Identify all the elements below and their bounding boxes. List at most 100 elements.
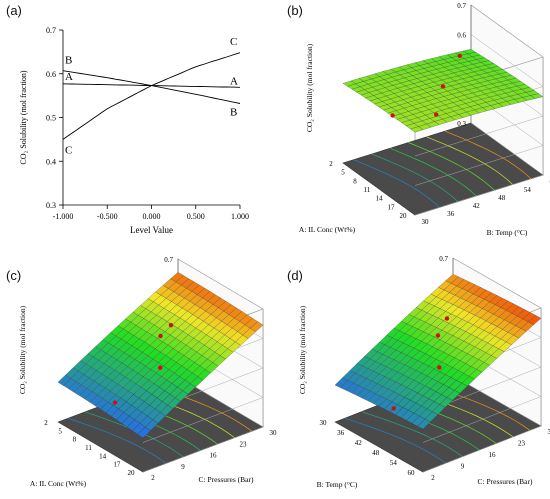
- y-tick-label: 0.5: [46, 114, 56, 123]
- x-axis-title: Level Value: [130, 225, 173, 235]
- response-surface: [334, 274, 542, 430]
- x-axis-title: A: IL Conc (Wt%): [299, 225, 356, 234]
- surface-plot-d: 0.30.40.50.60.730364248546029162330B: Te…: [298, 255, 550, 489]
- y-axis-title: C: Pressures (Bar): [478, 477, 533, 486]
- y-tick-label: 30: [270, 429, 278, 437]
- y-tick-label: 9: [461, 463, 465, 471]
- x-tick-label: 1.000: [231, 212, 249, 221]
- design-point: [440, 84, 446, 89]
- design-point: [158, 365, 163, 370]
- z-tick-label: 0.7: [164, 256, 173, 264]
- design-point: [391, 406, 396, 411]
- y-tick-label: 42: [473, 202, 481, 210]
- design-point: [434, 112, 439, 117]
- x-tick-label: 17: [388, 203, 396, 211]
- y-tick-label: 30: [422, 218, 430, 226]
- x-tick-label: 17: [113, 461, 121, 469]
- floor-contour-line: [444, 130, 532, 179]
- surface-plot-b: 0.30.40.50.60.725811141720303642485460A:…: [299, 2, 550, 237]
- design-point: [457, 53, 462, 59]
- z-tick-label: 0.3: [457, 120, 466, 128]
- x-tick-label: -1.000: [53, 212, 74, 221]
- floor-contour-line: [344, 417, 446, 464]
- z-tick-label: 0.6: [457, 32, 466, 40]
- design-point: [444, 316, 450, 321]
- x-tick-label: 48: [372, 449, 380, 457]
- surface-cell: [57, 374, 72, 386]
- y-tick-label: 0.6: [46, 70, 56, 79]
- y-tick-label: 0.4: [46, 157, 56, 166]
- y-tick-label: 16: [489, 451, 497, 459]
- y-tick-label: 2: [431, 474, 435, 482]
- y-tick-label: 23: [240, 440, 248, 448]
- floor-contour-line: [353, 159, 440, 208]
- floor-contour-line: [390, 147, 477, 197]
- x-tick-label: 20: [128, 469, 136, 477]
- surface-cell: [342, 80, 356, 87]
- y-tick-label: 23: [518, 440, 526, 448]
- design-point: [437, 365, 442, 370]
- line-plot-a: 0.3 0.4 0.5 0.6 0.7 -1.000 -0.500 0.000 0.500 1.0…: [19, 26, 249, 235]
- z-axis-title: CO₂ Solubility (mol fraction): [18, 305, 27, 394]
- z-tick-label: 0.7: [439, 255, 448, 263]
- y-axis-title: C: Pressures (Bar): [199, 475, 254, 484]
- panel-label-a: (a): [6, 3, 22, 18]
- panel-d-surface: (d) 0.30.40.50.60.730364248546029162330B…: [275, 250, 550, 499]
- response-surface: [342, 49, 544, 133]
- x-tick-label: 14: [99, 452, 107, 460]
- response-surface: [57, 272, 264, 439]
- design-point: [112, 400, 118, 405]
- x-axis-title: B: Temp (°C): [317, 480, 358, 489]
- x-tick-label: 8: [353, 177, 357, 185]
- panel-label-c: (c): [6, 268, 22, 283]
- x-tick-label: -0.500: [97, 212, 118, 221]
- x-tick-label: 14: [376, 195, 384, 203]
- z-grid-line: [414, 122, 544, 216]
- z-axis-title: CO₂ Solubility (mol fraction): [298, 305, 307, 394]
- panel-c-surface: (c) 0.30.40.50.60.72581114172029162330A:…: [0, 250, 278, 499]
- x-tick-label: 30: [320, 419, 328, 427]
- y-tick-label: 36: [447, 210, 455, 218]
- design-point: [168, 323, 174, 328]
- floor-contour-line: [426, 136, 513, 185]
- z-tick-label: 0.7: [457, 2, 466, 10]
- series-label-start: A: [65, 71, 73, 83]
- z-grid-line: [142, 376, 264, 473]
- x-tick-label: 36: [337, 429, 345, 437]
- x-tick-label: 0.500: [187, 212, 205, 221]
- y-tick-label: 30: [548, 428, 550, 436]
- floor-contour-line: [67, 417, 167, 464]
- series-label-start: C: [65, 144, 72, 156]
- x-tick-label: 20: [400, 212, 408, 220]
- design-point: [435, 333, 441, 338]
- series-label-start: B: [65, 55, 72, 67]
- y-tick-label: 16: [210, 452, 218, 460]
- x-tick-label: 5: [58, 427, 62, 435]
- y-tick-label: 0.7: [46, 26, 56, 35]
- floor-contour-line: [408, 142, 495, 191]
- x-tick-label: 11: [85, 444, 92, 452]
- x-tick-label: 54: [390, 459, 398, 467]
- series-label-end: C: [230, 36, 237, 48]
- surface-cell: [334, 377, 349, 388]
- panel-label-d: (d): [287, 268, 303, 283]
- x-tick-label: 0.000: [143, 212, 161, 221]
- y-tick-label: 48: [498, 194, 506, 202]
- y-tick-label: 0.3: [46, 201, 56, 210]
- panel-b-surface: (b) 0.30.40.50.60.7258111417203036424854…: [275, 0, 550, 250]
- z-grid-line: [414, 93, 544, 186]
- x-tick-label: 42: [355, 439, 363, 447]
- x-tick-label: 8: [73, 436, 77, 444]
- y-axis-title: B: Temp (°C): [487, 228, 528, 237]
- floor-contour-line: [371, 153, 459, 202]
- series-label-end: A: [230, 75, 238, 87]
- y-tick-label: 2: [151, 474, 155, 482]
- design-point: [390, 113, 395, 118]
- x-axis-title: A: IL Conc (Wt%): [30, 479, 87, 488]
- z-grid-line: [422, 375, 542, 473]
- panel-label-b: (b): [287, 3, 303, 18]
- z-axis-title: CO₂ Solubility (mol fraction): [305, 43, 314, 132]
- x-tick-label: 11: [364, 186, 371, 194]
- design-point: [158, 333, 163, 339]
